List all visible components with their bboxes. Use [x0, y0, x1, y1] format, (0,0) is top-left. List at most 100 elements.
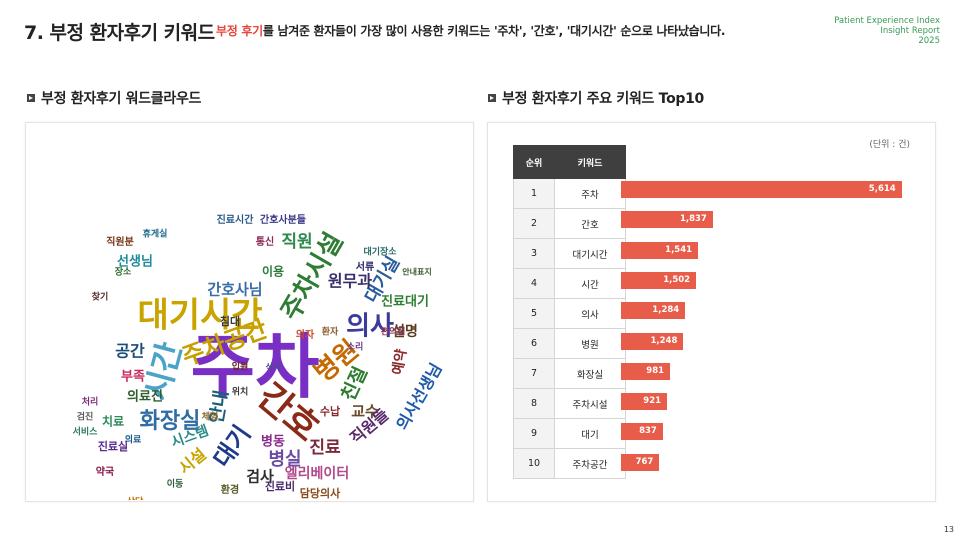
table-row: 1 주차 [513, 178, 626, 209]
bar [621, 393, 668, 411]
table-row: 8 주차시설 [513, 388, 626, 419]
brand-line-2: Insight Report [880, 26, 940, 36]
wordcloud-word: 병동 [261, 434, 285, 450]
rank-cell: 10 [513, 448, 555, 479]
rank-cell: 7 [513, 358, 555, 389]
wordcloud-word: 의사 [346, 312, 394, 342]
bar-value-label: 1,502 [663, 274, 691, 285]
wordcloud-word: 서류 [356, 260, 374, 273]
wordcloud-section-title: 부정 환자후기 워드클라우드 [27, 88, 201, 108]
wordcloud-word: 상담 [127, 496, 144, 501]
table-row: 2 간호 [513, 208, 626, 239]
wordcloud-word: 간호사분들 [260, 213, 306, 226]
table-header-row: 순위 키워드 [513, 145, 626, 179]
bar-value-label: 981 [646, 365, 665, 376]
wordcloud-word: 진료실 [98, 439, 128, 453]
ranking-table-body: 1 주차 2 간호 3 대기시간 4 시간 5 의사 6 병원 7 화장실 8 주차시설 9 대기 10 주차공간 [513, 178, 626, 479]
keyword-cell: 시간 [554, 268, 626, 299]
keyword-cell: 대기 [554, 418, 626, 449]
wordcloud-word: 의료 [125, 434, 142, 446]
wordcloud-word: 이용 [262, 264, 284, 279]
wordcloud-word: 안내표지 [402, 267, 431, 277]
table-row: 10 주차공간 [513, 448, 626, 479]
wordcloud-word: 대기 [208, 420, 256, 472]
keyword-cell: 주차시설 [554, 388, 626, 419]
wordcloud-word: 원무과 [328, 272, 372, 291]
bar-value-label: 767 [635, 456, 654, 467]
chart-title-text: 부정 환자후기 주요 키워드 Top10 [502, 91, 704, 107]
bar-value-label: 1,248 [650, 335, 678, 346]
table-row: 4 시간 [513, 268, 626, 299]
brand-line-1: Patient Experience Index [834, 16, 940, 26]
bar-value-label: 1,541 [665, 244, 693, 255]
table-row: 6 병원 [513, 328, 626, 359]
bar-value-label: 5,614 [868, 184, 896, 194]
bar-chart: 5,614 1,837 1,541 1,502 1,284 1,248 981 921 837 7… [621, 175, 921, 475]
wordcloud-word: 수납 [320, 404, 340, 418]
bar [621, 423, 663, 441]
section-bullet-icon [488, 94, 496, 102]
wordcloud-word: 이동 [167, 478, 184, 490]
bar [621, 241, 699, 259]
wordcloud-word: 교수 [351, 403, 379, 421]
bar [621, 332, 684, 350]
wordcloud-word: 진료시간 [217, 213, 255, 226]
wordcloud-word: 검진 [77, 411, 94, 423]
wordcloud-word: 담당의사 [300, 486, 341, 500]
wordcloud-word: 대기장소 [363, 246, 397, 258]
wordcloud-word: 엘리베이터 [285, 465, 349, 482]
wordcloud-word: 간호사님 [207, 281, 262, 299]
keyword-cell: 주차 [554, 178, 626, 209]
bar [621, 362, 671, 380]
table-row: 9 대기 [513, 418, 626, 449]
brand-line-3: 2025 [918, 36, 940, 46]
wordcloud-word: 치료 [102, 414, 124, 429]
page-number: 13 [943, 525, 954, 534]
wordcloud-panel [25, 122, 474, 502]
rank-cell: 6 [513, 328, 555, 359]
wordcloud-word: 찾기 [92, 291, 109, 303]
page-subtitle: 부정 후기를 남겨준 환자들이 가장 많이 사용한 키워드는 '주차', '간호… [216, 22, 725, 39]
rank-cell: 4 [513, 268, 555, 299]
rank-header: 순위 [513, 145, 555, 179]
wordcloud-title-text: 부정 환자후기 워드클라우드 [41, 91, 202, 107]
wordcloud-word: 장소 [115, 266, 132, 278]
subtitle-text: 를 남겨준 환자들이 가장 많이 사용한 키워드는 '주차', '간호', '대… [262, 24, 726, 38]
wordcloud-word: 환경 [221, 483, 239, 496]
section-bullet-icon [27, 94, 35, 102]
wordcloud-word: 의료진 [127, 389, 163, 405]
wordcloud-word: 식사 [266, 362, 281, 372]
wordcloud-word: 입원 [232, 361, 249, 373]
rank-cell: 2 [513, 208, 555, 239]
wordcloud-word: 예약 [389, 348, 410, 376]
bar-value-label: 837 [639, 426, 657, 437]
bar-value-label: 1,837 [679, 214, 707, 225]
bar [621, 453, 660, 471]
wordcloud-word: 환자 [322, 326, 339, 338]
bar [621, 211, 713, 229]
wordcloud-word: 휴게실 [143, 228, 168, 240]
wordcloud-word: 검사 [246, 468, 274, 486]
table-row: 3 대기시간 [513, 238, 626, 269]
wordcloud-word: 의자 [296, 328, 315, 341]
wordcloud-word: 주차 [191, 326, 320, 408]
unit-label: (단위 : 건) [869, 140, 910, 150]
wordcloud-word: 진료비 [265, 479, 295, 493]
table-row: 5 의사 [513, 298, 626, 329]
wordcloud-word: 위치 [232, 386, 249, 398]
bar [621, 302, 686, 320]
keyword-header: 키워드 [554, 145, 626, 179]
bar-value-label: 1,284 [652, 305, 680, 316]
keyword-cell: 화장실 [554, 358, 626, 389]
wordcloud-word: 소리 [347, 341, 364, 353]
page-title: 7. 부정 환자후기 키워드 [24, 22, 215, 44]
rank-cell: 3 [513, 238, 555, 269]
bar [621, 271, 697, 289]
rank-cell: 8 [513, 388, 555, 419]
wordcloud-word: 편의점 [381, 326, 406, 338]
wordcloud: 주차 대기시간 간호 주차시설 주차공간 시간 의사 화장실 병원 대기 병실 진료 안내 간호사님 직원 친… [25, 122, 473, 508]
wordcloud-word: 체험 [202, 411, 219, 423]
wordcloud-word: 진료 [309, 438, 341, 458]
report-brand: Patient Experience Index Insight Report … [834, 16, 940, 46]
